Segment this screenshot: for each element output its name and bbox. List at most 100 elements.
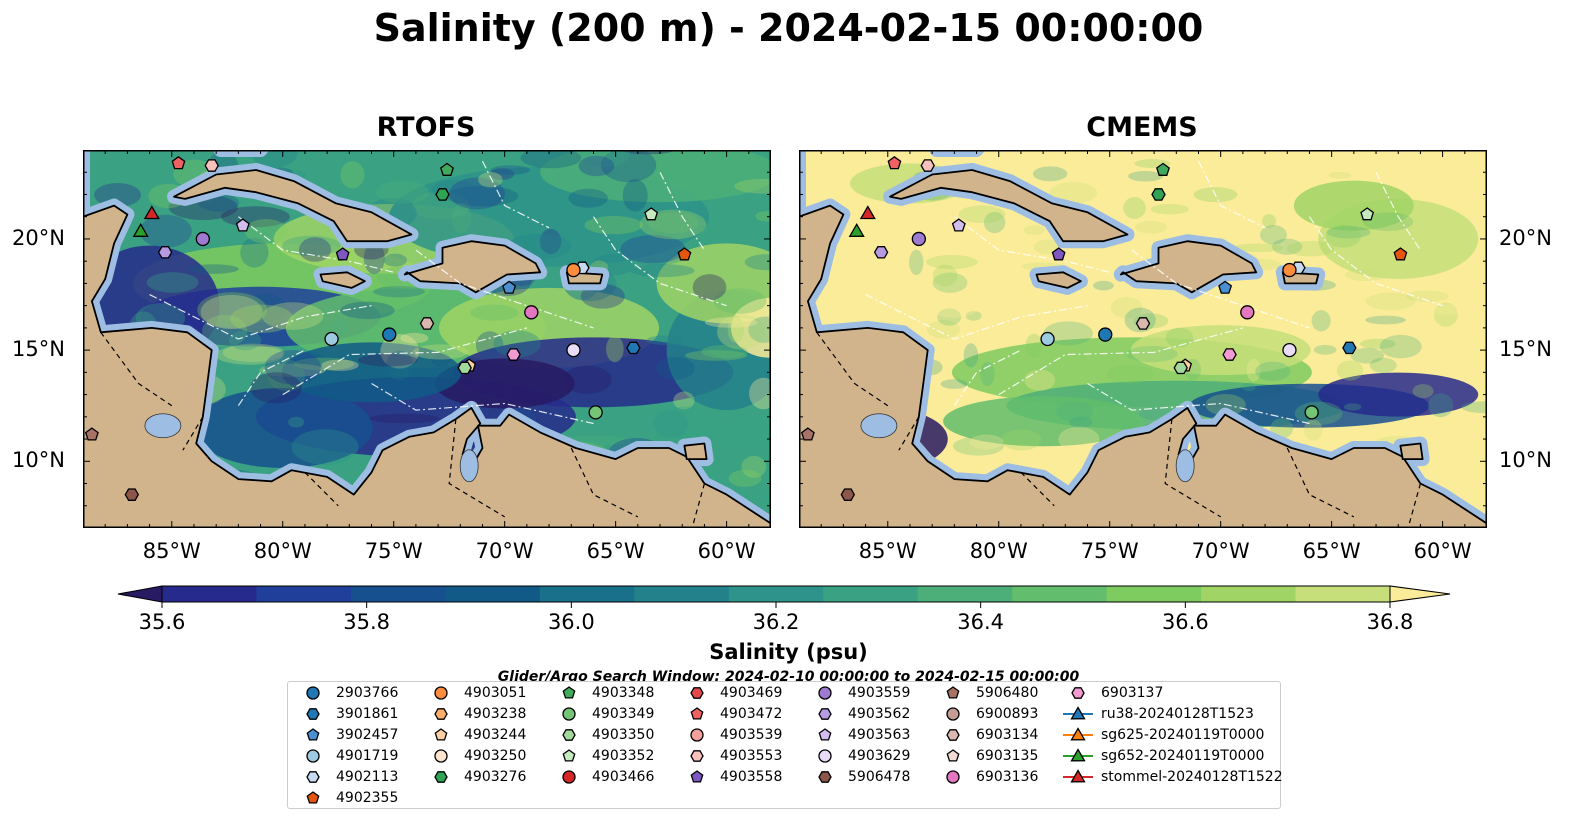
lon-tick-label: 70°W — [475, 539, 534, 563]
lat-tick-label-right: 10°N — [1499, 448, 1552, 473]
platform-marker-4903562 — [873, 246, 889, 259]
platform-marker-4903558 — [335, 247, 350, 261]
platform-marker-6903136 — [524, 305, 539, 320]
legend-label: 4903469 — [720, 685, 783, 701]
legend-marker-icon — [1063, 706, 1093, 720]
platform-marker-4903559 — [911, 231, 926, 247]
legend-label: stommel-20240128T1522 — [1101, 769, 1283, 785]
legend-marker-icon — [690, 750, 704, 762]
page-title: Salinity (200 m) - 2024-02-15 00:00:00 — [373, 6, 1204, 50]
colorbar-tick-label: 36.6 — [1161, 610, 1209, 634]
legend-label: 4903244 — [464, 727, 527, 743]
lat-tick-label-right: 15°N — [1499, 337, 1552, 362]
legend-label: 4903276 — [464, 769, 527, 785]
panel-title-cmems: CMEMS — [1086, 112, 1198, 143]
lat-tick-label-left: 15°N — [12, 337, 65, 362]
platform-marker-5906478 — [840, 488, 856, 501]
colorbar — [117, 585, 1451, 608]
platform-marker-4903562 — [157, 246, 173, 259]
legend-marker-icon — [690, 770, 704, 783]
legend-marker-icon — [306, 728, 320, 741]
lat-tick-label-left: 20°N — [12, 225, 65, 250]
platform-marker-6903134 — [419, 317, 435, 330]
platform-marker-4903553 — [920, 159, 935, 172]
legend-marker-icon — [562, 686, 576, 699]
legend-marker-icon — [1063, 769, 1093, 783]
panel-title-rtofs: RTOFS — [376, 112, 476, 143]
platform-marker-5906480 — [800, 427, 815, 441]
legend-label: 4903539 — [720, 727, 783, 743]
lon-tick-label: 80°W — [253, 539, 312, 563]
map-rtofs — [83, 150, 771, 528]
colorbar-label: Salinity (psu) — [709, 640, 868, 664]
platform-marker-4903348 — [1156, 162, 1170, 176]
legend-marker-icon — [946, 707, 960, 721]
platform-marker-6903134 — [1135, 317, 1151, 330]
glider-marker-sg652-20240119T0000 — [848, 222, 865, 237]
colorbar-tick-label: 36.4 — [957, 610, 1005, 634]
lat-tick-label-left: 10°N — [12, 448, 65, 473]
legend-marker-icon — [818, 686, 832, 700]
platform-marker-3901861 — [626, 341, 641, 355]
legend-label: 4903472 — [720, 706, 783, 722]
legend-marker-icon — [1071, 687, 1085, 699]
platform-marker-4903276 — [435, 188, 450, 201]
legend-label: 6903136 — [976, 769, 1039, 785]
legend-marker-icon — [434, 771, 448, 783]
platform-marker-4903629 — [1282, 342, 1297, 358]
platform-marker-6903136 — [1240, 305, 1255, 320]
legend-marker-icon — [306, 708, 320, 720]
platform-marker-4903349 — [1304, 405, 1319, 420]
legend-label: 5906480 — [976, 685, 1039, 701]
platform-marker-4903563 — [951, 218, 966, 232]
legend-label: 4903349 — [592, 706, 655, 722]
glider-marker-stommel-20240128T1522 — [859, 205, 876, 220]
legend-marker-icon — [946, 749, 960, 762]
legend-label: ru38-20240128T1523 — [1101, 706, 1254, 722]
legend-label: 4903250 — [464, 748, 527, 764]
legend-marker-icon — [306, 771, 320, 783]
platform-marker-4903558 — [1051, 247, 1066, 261]
legend-label: 6903137 — [1101, 685, 1164, 701]
colorbar-tick-label: 35.6 — [138, 610, 186, 634]
legend-marker-icon — [946, 770, 960, 784]
platform-marker-4903559 — [195, 231, 210, 247]
legend-label: 4903562 — [848, 706, 911, 722]
legend-marker-icon — [434, 708, 448, 720]
platform-marker-4903350 — [1173, 361, 1188, 375]
legend-label: 6903135 — [976, 748, 1039, 764]
glider-marker-stommel-20240128T1522 — [143, 205, 160, 220]
lon-tick-label: 70°W — [1191, 539, 1250, 563]
lon-tick-label: 85°W — [858, 539, 917, 563]
legend-label: 4903563 — [848, 727, 911, 743]
platform-marker-4903629 — [566, 342, 581, 358]
legend-label: 3902457 — [336, 727, 399, 743]
legend-marker-icon — [562, 770, 576, 784]
platform-marker-4902355 — [1393, 247, 1408, 261]
legend-label: 6900893 — [976, 706, 1039, 722]
platform-marker-6903137 — [506, 348, 521, 361]
platform-marker-5906478 — [124, 488, 140, 501]
platform-marker-4903348 — [440, 162, 454, 176]
legend-label: 4901719 — [336, 748, 399, 764]
colorbar-tick-label: 36.8 — [1366, 610, 1414, 634]
legend-label: 4903352 — [592, 748, 655, 764]
platform-marker-2903766 — [382, 327, 397, 342]
legend-marker-icon — [818, 749, 832, 763]
platform-marker-4903276 — [1151, 188, 1166, 201]
colorbar-tick-label: 36.2 — [752, 610, 800, 634]
legend-label: 4903558 — [720, 769, 783, 785]
colorbar-tick-label: 36.0 — [547, 610, 595, 634]
legend-marker-icon — [306, 791, 320, 804]
legend-label: 2903766 — [336, 685, 399, 701]
platform-marker-6903137 — [1222, 348, 1237, 361]
platform-marker-5906480 — [84, 427, 99, 441]
legend-label: 4903238 — [464, 706, 527, 722]
legend-label: 5906478 — [848, 769, 911, 785]
legend-label: 4903559 — [848, 685, 911, 701]
map-panel-rtofs — [83, 150, 771, 528]
colorbar-tick-label: 35.8 — [343, 610, 391, 634]
lon-tick-label: 75°W — [364, 539, 423, 563]
platform-marker-4903472 — [887, 155, 902, 170]
lon-tick-label: 60°W — [1413, 539, 1472, 563]
